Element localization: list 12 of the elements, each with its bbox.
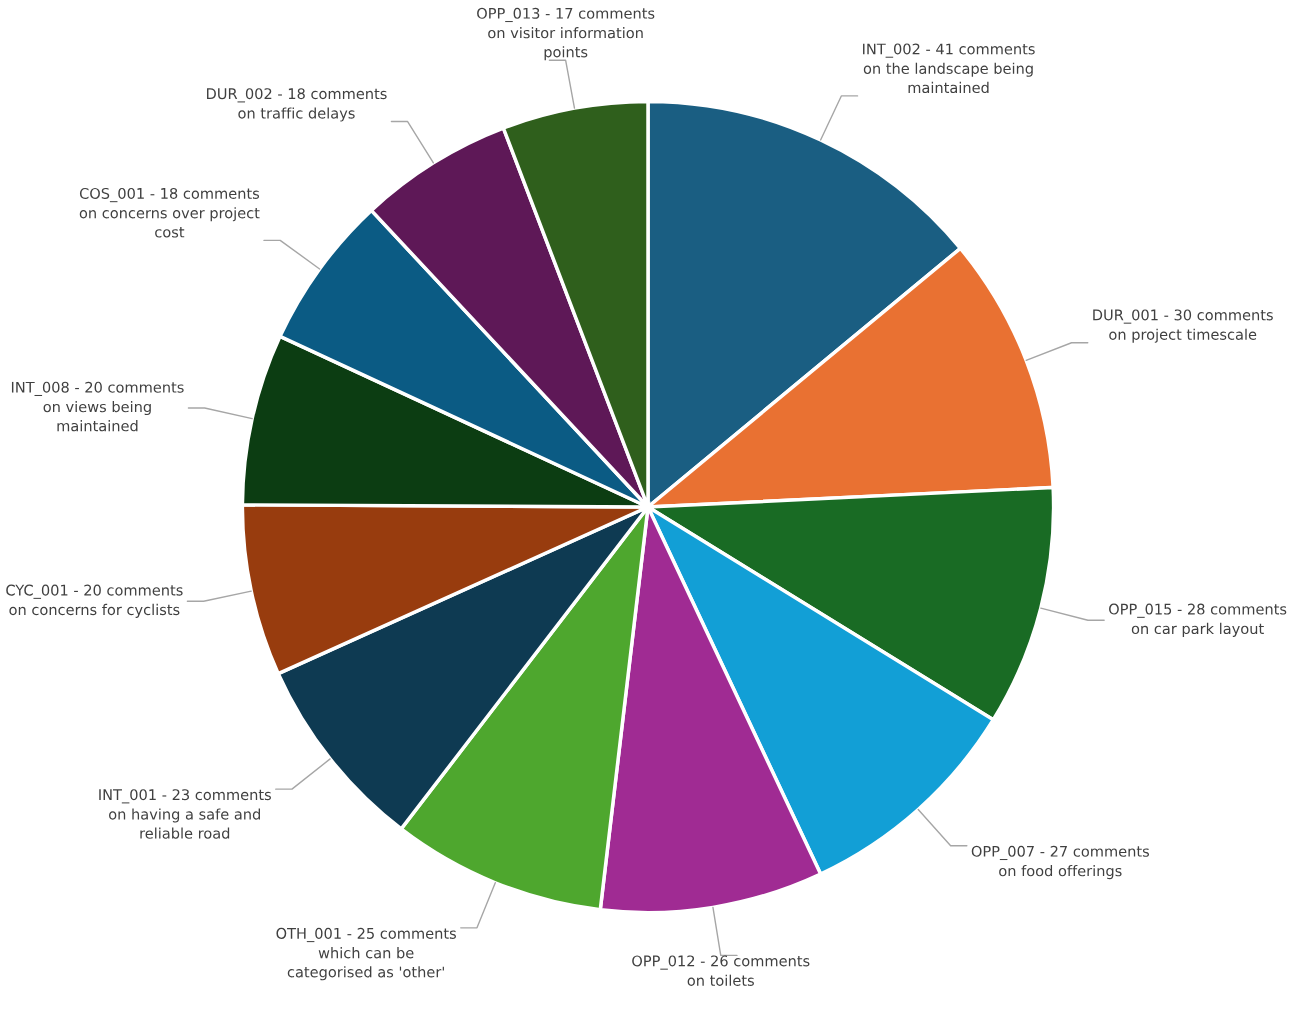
slice-label: DUR_002 - 18 comments on traffic delays: [207, 88, 387, 122]
slice-label: OPP_012 - 26 comments on toilets: [632, 955, 810, 986]
slice-label: OPP_015 - 28 comments on car park layout: [1109, 603, 1287, 637]
slice-label: INT_002 - 41 comments on the landscape being maintained: [863, 43, 1035, 94]
slice-label: INT_008 - 20 comments on views being maintained: [11, 381, 184, 432]
slice-label: COS_001 - 18 comments on concerns over project cost: [79, 187, 260, 238]
slice-label: OPP_007 - 27 comments on food offerings: [971, 845, 1150, 880]
slice-label: OTH_001 - 25 comments which can be categorised as 'other': [276, 927, 456, 981]
slice-label: DUR_001 - 30 comments on project timescale: [1093, 309, 1273, 343]
slice-label: INT_001 - 23 comments on having a safe and reliable road: [99, 789, 271, 839]
slice-label: CYC_001 - 20 comments on concerns for cyclists: [6, 584, 183, 618]
slice-label: OPP_013 - 17 comments on visitor information points: [477, 7, 655, 61]
